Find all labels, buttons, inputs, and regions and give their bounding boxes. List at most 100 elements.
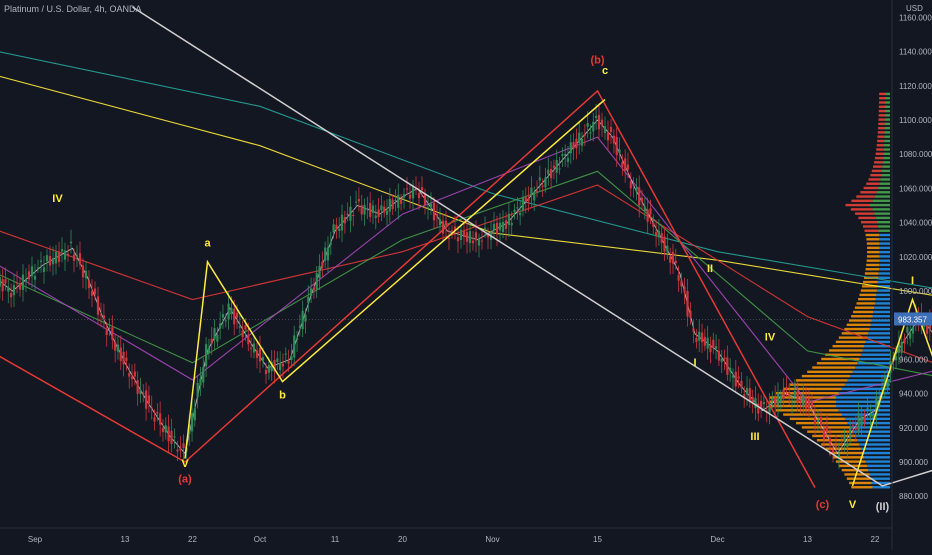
candle-body xyxy=(173,436,175,437)
candle-body xyxy=(698,332,700,341)
candle-body xyxy=(652,222,654,226)
candle-body xyxy=(244,325,246,329)
candle-body xyxy=(386,211,388,215)
candle-body xyxy=(208,348,210,354)
vp-bar-down xyxy=(861,221,877,223)
vp-bar-up xyxy=(884,136,890,138)
candle-body xyxy=(285,354,287,355)
vp-bar-down xyxy=(864,187,879,189)
candle-body xyxy=(355,202,357,203)
vp-bar-up xyxy=(871,324,890,326)
y-tick-label: 920.000 xyxy=(899,424,928,433)
candle-body xyxy=(216,335,218,342)
candle-body xyxy=(567,158,569,162)
vp-bar-down xyxy=(874,161,883,163)
vp-bar-up xyxy=(876,217,890,219)
candle-body xyxy=(276,358,278,362)
candle-body xyxy=(723,358,725,359)
candle-body xyxy=(460,230,462,240)
vp-bar-down xyxy=(867,259,880,261)
vp-bar-up xyxy=(868,332,890,334)
vp-bar-down xyxy=(866,268,879,270)
x-tick-label: 13 xyxy=(121,535,130,544)
candle-body xyxy=(666,246,668,252)
vp-bar-up xyxy=(883,161,890,163)
candle-body xyxy=(644,207,646,212)
vp-bar-down xyxy=(802,375,850,377)
candle-body xyxy=(22,275,24,290)
candle-body xyxy=(290,356,292,360)
candle-body xyxy=(397,195,399,208)
vp-bar-down xyxy=(867,242,880,244)
vp-bar-down xyxy=(876,148,884,150)
wave-line-red-abc xyxy=(0,91,815,488)
candle-body xyxy=(658,231,660,238)
vp-bar-down xyxy=(847,478,871,480)
candle-body xyxy=(704,337,706,346)
candle-body xyxy=(740,381,742,388)
vp-bar-down xyxy=(851,486,872,488)
candle-body xyxy=(472,241,474,244)
candle-body xyxy=(94,288,96,294)
candle-body xyxy=(202,367,204,382)
candle-body xyxy=(457,237,459,241)
candle-body xyxy=(106,329,108,335)
candle-body xyxy=(826,426,828,432)
vp-bar-up xyxy=(885,118,890,120)
candle-body xyxy=(120,348,122,361)
candle-body xyxy=(145,390,147,408)
candle-body xyxy=(635,188,637,192)
vp-bar-up xyxy=(874,212,890,214)
candle-body xyxy=(307,297,309,303)
candle-body xyxy=(618,150,620,153)
candle-body xyxy=(584,134,586,136)
candle-body xyxy=(318,266,320,278)
vp-bar-down xyxy=(879,114,885,116)
vp-bar-down xyxy=(863,225,878,227)
vp-bar-up xyxy=(885,101,890,103)
candle-body xyxy=(632,185,634,186)
candle-body xyxy=(262,357,264,361)
candle-body xyxy=(58,252,60,262)
candle-body xyxy=(746,388,748,394)
vp-bar-down xyxy=(877,136,884,138)
vp-bar-down xyxy=(873,165,882,167)
candle-body xyxy=(749,388,751,401)
wave-label: IV xyxy=(765,332,776,344)
vp-bar-up xyxy=(877,289,890,291)
candle-body xyxy=(179,448,181,450)
vp-bar-up xyxy=(873,486,890,488)
candle-body xyxy=(52,258,54,264)
chart-title: Platinum / U.S. Dollar, 4h, OANDA xyxy=(4,4,142,14)
candle-body xyxy=(774,397,776,407)
candle-body xyxy=(159,413,161,424)
vp-bar-down xyxy=(878,131,885,133)
candle-body xyxy=(363,205,365,215)
candle-body xyxy=(712,340,714,348)
candle-body xyxy=(347,214,349,215)
candle-body xyxy=(811,402,813,407)
candle-body xyxy=(777,393,779,406)
wave-label: I xyxy=(911,275,914,287)
vp-bar-down xyxy=(878,127,885,129)
vp-bar-down xyxy=(865,230,879,232)
candle-body xyxy=(592,122,594,132)
candle-body xyxy=(299,326,301,327)
candle-body xyxy=(499,223,501,230)
candle-body xyxy=(484,228,486,230)
vp-bar-up xyxy=(857,439,890,441)
vp-bar-up xyxy=(872,315,890,317)
candle-body xyxy=(197,383,199,397)
candle-body xyxy=(829,439,831,445)
candle-body xyxy=(469,231,471,243)
vp-bar-down xyxy=(858,217,875,219)
vp-bar-up xyxy=(879,259,890,261)
candle-body xyxy=(46,255,48,261)
candle-body xyxy=(624,158,626,170)
wave-label: (a) xyxy=(178,474,192,486)
candle-body xyxy=(508,214,510,225)
candle-body xyxy=(669,257,671,263)
vp-bar-up xyxy=(877,191,890,193)
candle-body xyxy=(613,136,615,144)
